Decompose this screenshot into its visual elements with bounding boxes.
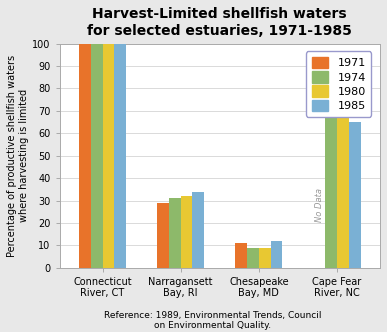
Bar — [349, 122, 361, 268]
Text: Reference: 1989, Environmental Trends, Council
on Environmental Quality.: Reference: 1989, Environmental Trends, C… — [104, 311, 322, 330]
Bar — [271, 241, 283, 268]
Bar — [91, 43, 103, 268]
Bar — [247, 248, 259, 268]
Bar — [157, 203, 169, 268]
Text: No Data: No Data — [315, 188, 324, 222]
Bar — [114, 43, 126, 268]
Title: Harvest-Limited shellfish waters
for selected estuaries, 1971-1985: Harvest-Limited shellfish waters for sel… — [87, 7, 352, 38]
Bar — [103, 43, 114, 268]
Bar — [169, 198, 181, 268]
Bar — [235, 243, 247, 268]
Bar — [325, 73, 337, 268]
Bar — [259, 248, 271, 268]
Bar — [337, 73, 349, 268]
Y-axis label: Percentage of productive shellfish waters
where harvesting is limited: Percentage of productive shellfish water… — [7, 55, 29, 257]
Bar — [79, 43, 91, 268]
Legend: 1971, 1974, 1980, 1985: 1971, 1974, 1980, 1985 — [306, 51, 371, 117]
Bar — [181, 196, 192, 268]
Bar — [192, 192, 204, 268]
